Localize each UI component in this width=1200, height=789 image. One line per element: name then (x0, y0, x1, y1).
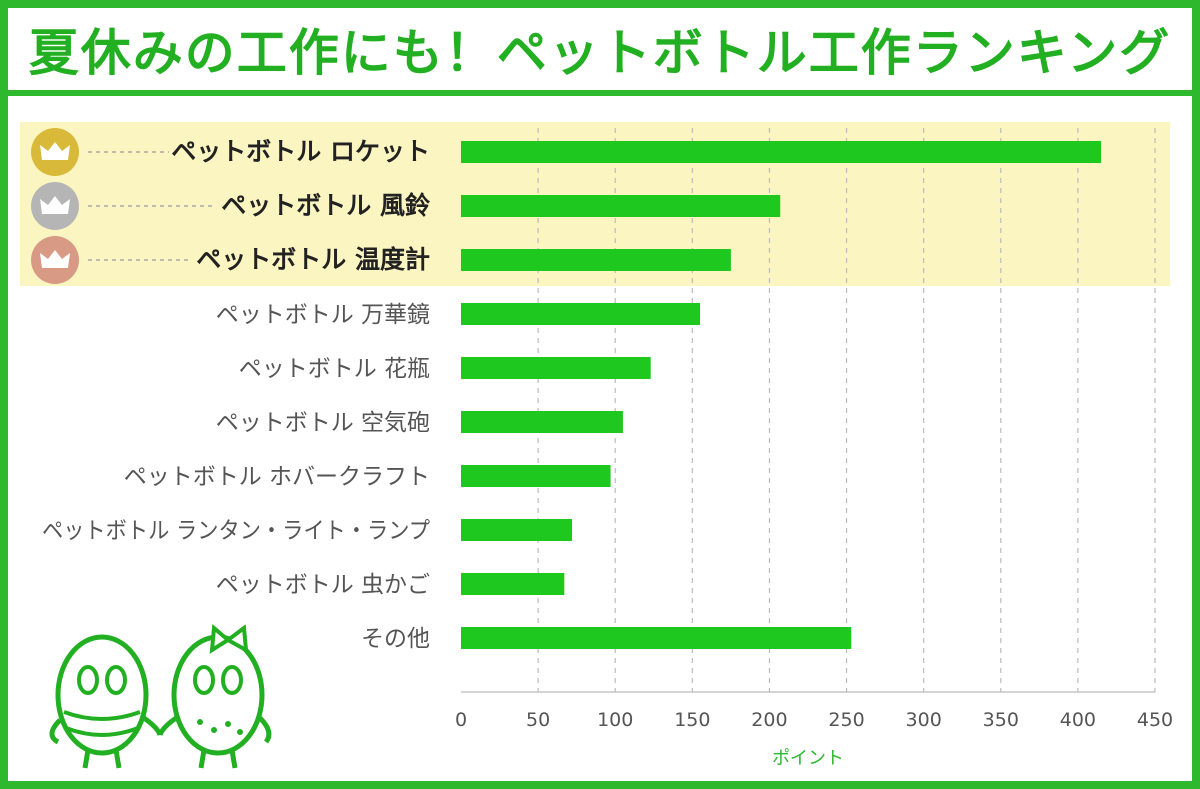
crown-icon (40, 142, 70, 160)
bar (461, 627, 852, 649)
category-label: ペットボトル 虫かご (216, 572, 430, 598)
x-tick-label: 300 (906, 709, 942, 731)
category-label: ペットボトル 万華鏡 (216, 302, 430, 328)
x-tick-label: 400 (1060, 709, 1096, 731)
x-tick-label: 0 (455, 709, 467, 731)
mascot-right (157, 623, 272, 769)
crown-icon (40, 196, 70, 214)
x-axis-label: ポイント (772, 748, 844, 769)
category-label: その他 (361, 626, 430, 652)
grid-lines (461, 128, 1156, 693)
bar (461, 249, 731, 271)
x-tick-label: 250 (828, 709, 864, 731)
category-label: ペットボトル ホバークラフト (124, 464, 430, 490)
category-label: ペットボトル 風鈴 (221, 191, 431, 220)
bar (461, 141, 1102, 163)
bar (461, 357, 651, 379)
bars (461, 141, 1102, 649)
category-label: ペットボトル 花瓶 (239, 356, 430, 382)
x-tick-labels: 0 50 100 150 200 250 300 350 400 450 (455, 709, 1173, 731)
title-bar: 夏休みの工作にも！ペットボトル工作ランキング (8, 8, 1192, 96)
bar (461, 465, 611, 487)
category-label: ペットボトル 温度計 (196, 245, 430, 274)
x-tick-label: 150 (674, 709, 710, 731)
bar (461, 303, 701, 325)
category-label: ペットボトル ロケット (171, 137, 430, 166)
x-tick-label: 100 (597, 709, 633, 731)
mascot-left (49, 634, 163, 769)
bar (461, 519, 573, 541)
x-tick-label: 50 (526, 709, 550, 731)
crown-icon (40, 250, 70, 268)
bar (461, 195, 781, 217)
category-label: ペットボトル ランタン・ライト・ランプ (42, 518, 430, 544)
bar (461, 411, 623, 433)
chart-title: 夏休みの工作にも！ペットボトル工作ランキング (28, 24, 1172, 82)
x-tick-label: 200 (751, 709, 787, 731)
x-tick-label: 450 (1137, 709, 1173, 731)
category-label: ペットボトル 空気砲 (216, 410, 430, 436)
x-tick-label: 350 (983, 709, 1019, 731)
bar (461, 573, 565, 595)
